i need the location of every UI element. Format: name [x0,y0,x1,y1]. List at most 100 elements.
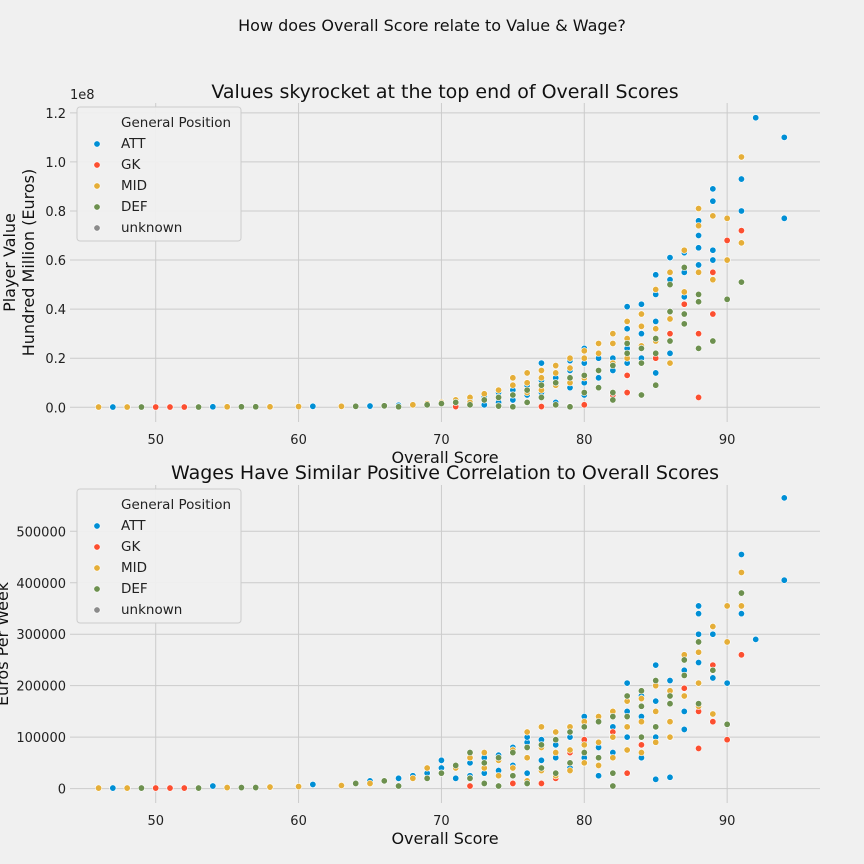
scatter-point-mid [695,679,703,687]
scatter-point-att [695,659,703,667]
scatter-point-mid [637,749,645,757]
scatter-point-def [395,782,403,790]
scatter-point-att [695,244,703,252]
x-tick-label: 80 [576,814,593,829]
scatter-point-mid [266,403,274,411]
scatter-point-mid [695,205,703,213]
scatter-point-mid [537,366,545,374]
scatter-point-def [380,777,388,785]
scatter-point-def [495,782,503,790]
scatter-point-def [495,393,503,401]
scatter-point-att [666,773,674,781]
scatter-point-def [452,761,460,769]
scatter-point-att [752,114,760,122]
scatter-point-mid [95,403,103,411]
scatter-point-mid [609,754,617,762]
scatter-point-def [609,389,617,397]
scatter-point-gk [623,389,631,397]
scatter-point-mid [95,784,103,792]
scatter-point-def [637,359,645,367]
scatter-point-def [580,749,588,757]
scatter-point-mid [223,403,231,411]
scatter-point-def [452,398,460,406]
scatter-point-def [652,335,660,343]
legend-marker-unknown [93,224,101,232]
scatter-point-att [652,661,660,669]
scatter-point-att [309,402,317,410]
scatter-point-mid [537,374,545,382]
scatter-point-mid [337,402,345,410]
scatter-point-gk [537,403,545,411]
scatter-point-def [437,400,445,408]
scatter-point-def [652,381,660,389]
scatter-point-mid [552,369,560,377]
scatter-point-mid [580,347,588,355]
scatter-point-def [637,702,645,710]
scatter-point-att [737,175,745,183]
scatter-point-def [523,386,531,394]
scatter-point-mid [566,746,574,754]
scatter-point-def [537,764,545,772]
legend-entry-gk: GK [121,539,141,555]
scatter-point-mid [637,322,645,330]
scatter-point-mid [695,648,703,656]
scatter-point-def [609,713,617,721]
scatter-point-gk [166,403,174,411]
scatter-point-mid [652,325,660,333]
scatter-point-def [395,403,403,411]
scatter-point-def [595,384,603,392]
scatter-point-mid [580,354,588,362]
scatter-point-att [695,261,703,269]
scatter-point-gk [723,236,731,244]
scatter-point-att [680,707,688,715]
legend-entry-unknown: unknown [121,220,182,236]
y-tick-label: 200000 [16,680,66,695]
scatter-point-def [480,779,488,787]
scatter-point-def [580,389,588,397]
scatter-point-att [652,775,660,783]
scatter-point-att [623,733,631,741]
scatter-point-mid [652,707,660,715]
scatter-point-att [437,756,445,764]
legend-entry-mid: MID [121,560,147,576]
scatter-point-att [395,774,403,782]
scatter-point-att [637,300,645,308]
scatter-point-mid [652,738,660,746]
scatter-point-def [637,687,645,695]
scatter-point-def [580,371,588,379]
y-tick-label: 0.0 [45,401,66,416]
scatter-point-att [737,550,745,558]
scatter-point-mid [566,354,574,362]
scatter-point-def [695,344,703,352]
scatter-point-gk [623,769,631,777]
scatter-point-att [652,697,660,705]
scatter-point-gk [180,784,188,792]
scatter-point-def [252,784,260,792]
legend-entry-def: DEF [121,581,148,597]
scatter-point-gk [695,744,703,752]
scatter-point-mid [580,741,588,749]
scatter-point-def [609,769,617,777]
scatter-point-mid [595,761,603,769]
scatter-point-mid [666,315,674,323]
scatter-point-att [695,602,703,610]
y-tick-label: 0.2 [45,352,66,367]
scatter-point-def [652,723,660,731]
y-axis-label: Player Value [0,213,19,312]
scatter-point-gk [180,403,188,411]
scatter-point-def [637,344,645,352]
scatter-point-att [523,769,531,777]
scatter-point-def [352,779,360,787]
scatter-point-gk [680,684,688,692]
scatter-point-mid [623,317,631,325]
scatter-point-mid [509,764,517,772]
scatter-point-gk [666,330,674,338]
scatter-point-att [666,254,674,262]
scatter-point-mid [623,746,631,754]
scatter-point-def [737,589,745,597]
scatter-point-mid [409,401,417,409]
scatter-point-gk [580,401,588,409]
y-axis-label: Euros Per Week [0,581,12,706]
scatter-point-def [137,784,145,792]
